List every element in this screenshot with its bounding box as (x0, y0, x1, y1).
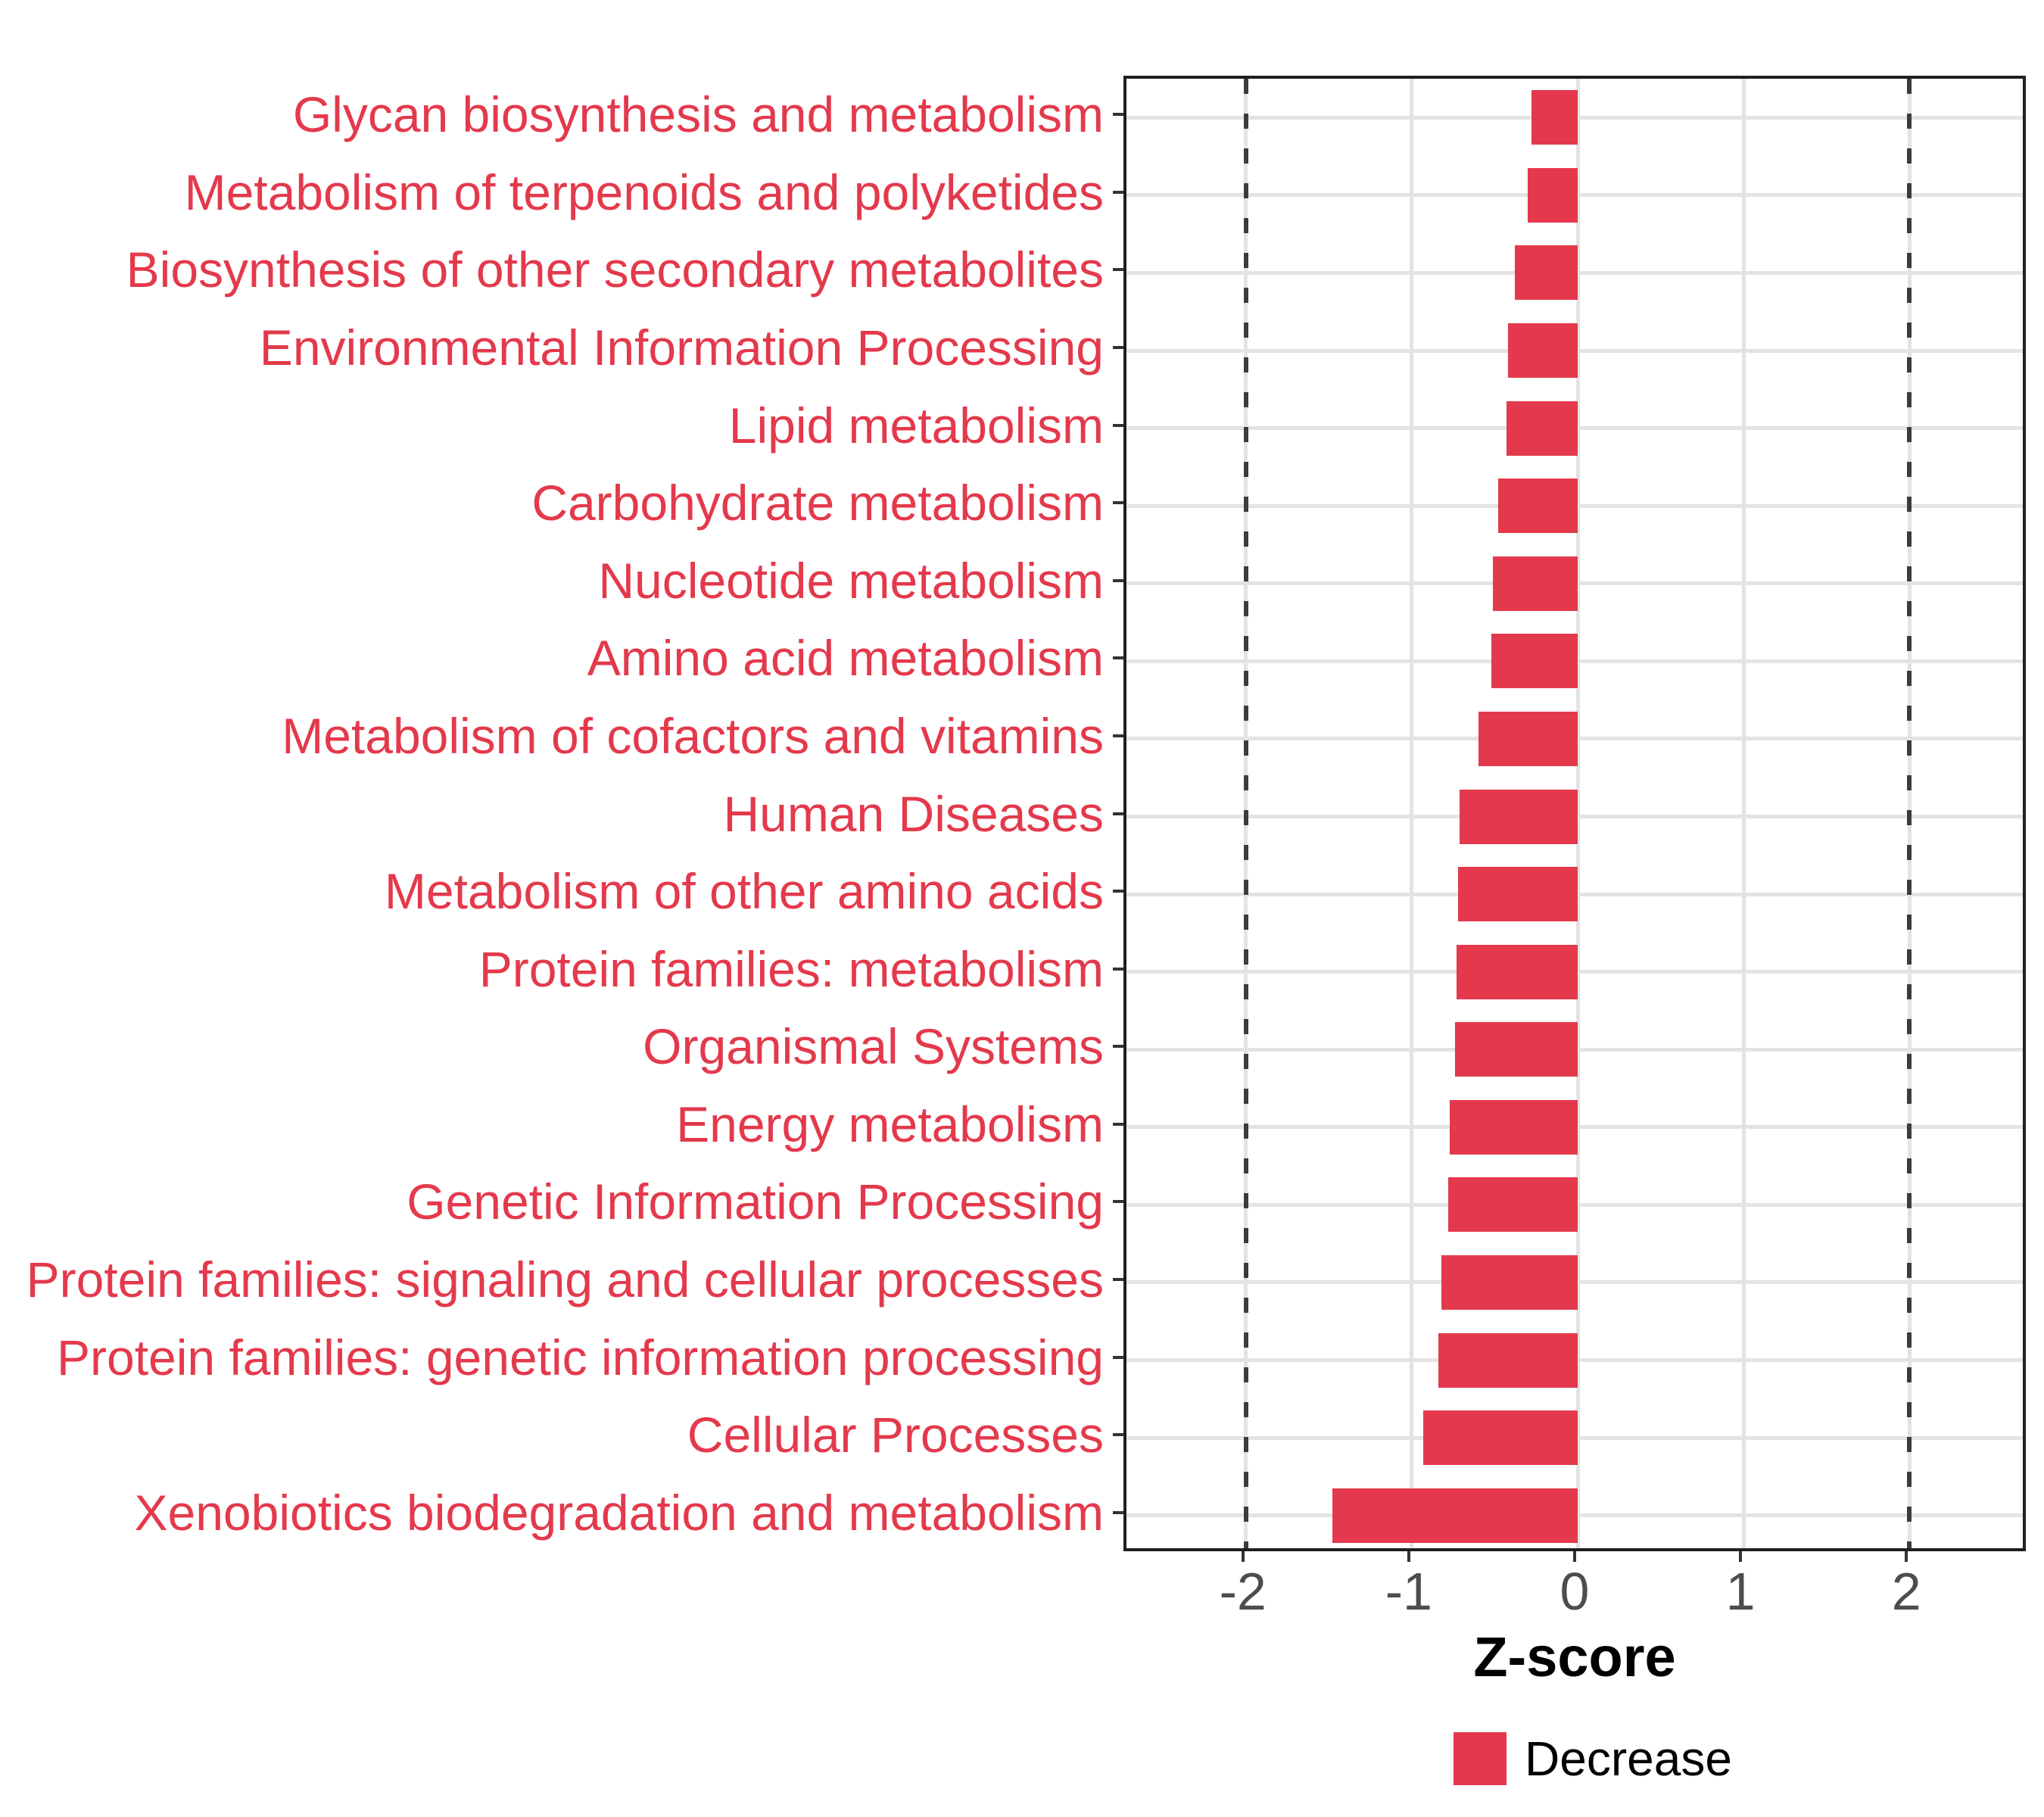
legend-key-decrease (1454, 1732, 1507, 1785)
category-label: Xenobiotics biodegradation and metabolis… (134, 1484, 1105, 1541)
bar (1460, 789, 1578, 844)
gridline-vertical (1575, 79, 1580, 1548)
y-tick (1113, 734, 1123, 737)
bar (1531, 90, 1578, 145)
y-tick (1113, 1355, 1123, 1359)
bar (1423, 1410, 1578, 1466)
y-axis-labels: Glycan biosynthesis and metabolism Metabo… (0, 76, 1104, 1551)
x-tick-label: 1 (1725, 1562, 1756, 1621)
category-label: Metabolism of cofactors and vitamins (282, 707, 1104, 764)
category-label: Genetic Information Processing (407, 1173, 1104, 1230)
y-tick (1113, 812, 1123, 815)
category-label: Energy metabolism (676, 1095, 1104, 1152)
bar (1514, 245, 1578, 301)
bar (1507, 323, 1578, 379)
category-label: Environmental Information Processing (259, 319, 1104, 376)
category-label: Organismal Systems (643, 1018, 1104, 1075)
x-tick-label: -2 (1219, 1562, 1267, 1621)
bar (1478, 711, 1578, 766)
y-tick (1113, 190, 1123, 194)
y-tick (1113, 890, 1123, 893)
bar (1438, 1332, 1578, 1388)
x-tick-label: 2 (1891, 1562, 1921, 1621)
category-label: Human Diseases (723, 785, 1104, 842)
y-tick (1113, 1045, 1123, 1049)
category-label: Biosynthesis of other secondary metaboli… (126, 242, 1104, 298)
y-tick (1113, 346, 1123, 350)
category-label: Protein families: signaling and cellular… (26, 1251, 1104, 1307)
x-tick (1739, 1551, 1743, 1562)
plot-panel (1123, 76, 2026, 1551)
dashed-guideline (1907, 79, 1912, 1548)
y-tick (1113, 1200, 1123, 1204)
category-label: Amino acid metabolism (587, 630, 1104, 687)
category-label: Protein families: genetic information pr… (56, 1329, 1104, 1385)
bar (1506, 400, 1578, 456)
y-tick (1113, 578, 1123, 582)
category-label: Carbohydrate metabolism (531, 475, 1104, 531)
category-label: Glycan biosynthesis and metabolism (292, 86, 1104, 143)
bar (1497, 478, 1578, 534)
legend-label: Decrease (1525, 1731, 1732, 1786)
dashed-guideline (1243, 79, 1248, 1548)
bar (1332, 1488, 1578, 1543)
bar (1493, 556, 1578, 611)
y-tick (1113, 1122, 1123, 1126)
x-tick-label: -1 (1385, 1562, 1432, 1621)
category-label: Metabolism of terpenoids and polyketides (184, 164, 1104, 220)
gridline-vertical (1410, 79, 1414, 1548)
y-tick (1113, 501, 1123, 505)
bar (1441, 1254, 1578, 1310)
x-tick (1905, 1551, 1908, 1562)
x-tick (1407, 1551, 1410, 1562)
y-tick (1113, 1510, 1123, 1514)
bar (1491, 634, 1578, 689)
x-axis-title: Z-score (1473, 1625, 1676, 1688)
y-tick (1113, 113, 1123, 117)
y-tick (1113, 268, 1123, 272)
gridline-vertical (1741, 79, 1746, 1548)
y-tick (1113, 1277, 1123, 1281)
category-label: Lipid metabolism (728, 397, 1104, 453)
bar (1454, 1022, 1578, 1077)
category-label: Metabolism of other amino acids (384, 863, 1104, 920)
legend: Decrease (1454, 1732, 1732, 1785)
y-tick (1113, 423, 1123, 427)
x-tick (1241, 1551, 1245, 1562)
bar (1458, 867, 1578, 922)
x-tick (1573, 1551, 1576, 1562)
x-tick-label: 0 (1559, 1562, 1590, 1621)
bar (1528, 167, 1578, 223)
y-tick (1113, 656, 1123, 660)
bar (1450, 1099, 1578, 1155)
category-label: Protein families: metabolism (478, 940, 1104, 997)
category-label: Cellular Processes (687, 1407, 1104, 1463)
y-tick (1113, 967, 1123, 971)
bar (1457, 944, 1578, 999)
category-label: Nucleotide metabolism (598, 552, 1104, 609)
bar (1448, 1177, 1578, 1233)
y-tick (1113, 1433, 1123, 1437)
